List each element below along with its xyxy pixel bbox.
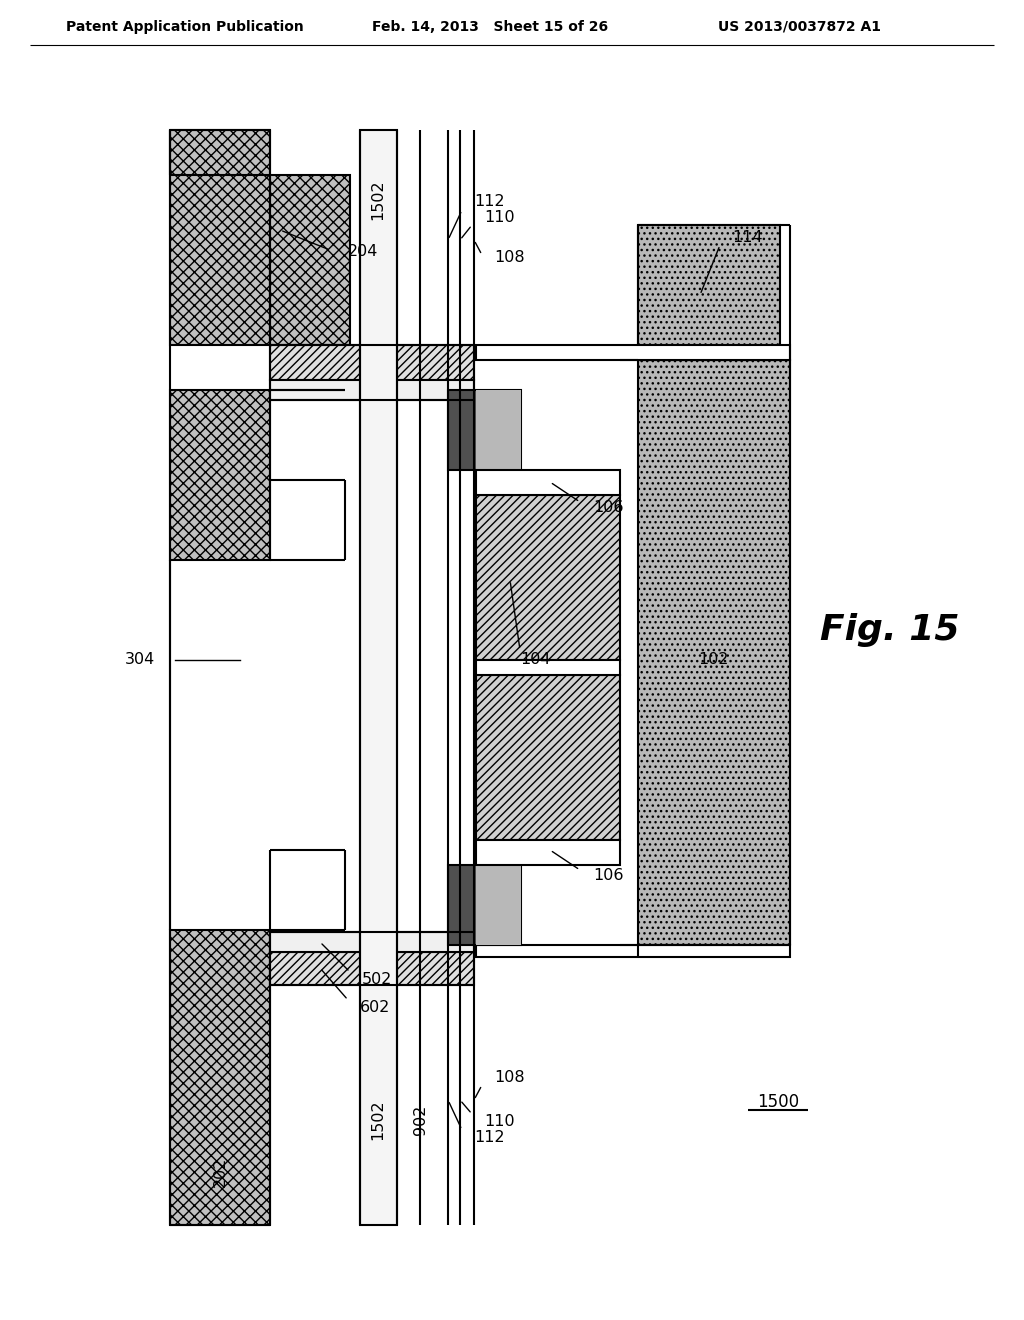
Text: 106: 106 [593,869,624,883]
Bar [270,380,474,400]
Text: 1500: 1500 [757,1093,799,1111]
Bar [476,660,620,675]
Bar [476,470,620,495]
Bar [476,495,620,660]
Bar [476,840,620,865]
Bar [449,389,521,470]
Text: 108: 108 [494,251,524,265]
Text: Patent Application Publication: Patent Application Publication [67,20,304,34]
Bar [170,129,270,345]
Text: 204: 204 [348,244,379,260]
Bar [638,360,790,945]
Text: 602: 602 [360,1001,390,1015]
Bar [270,952,474,985]
Bar [638,224,780,360]
Text: 110: 110 [484,210,515,224]
Bar [476,675,620,840]
Bar [170,389,270,560]
Bar [270,345,474,380]
Text: 202: 202 [213,1156,227,1187]
Text: 110: 110 [484,1114,515,1130]
Text: Fig. 15: Fig. 15 [820,612,959,647]
Text: 102: 102 [698,652,729,668]
Bar [476,945,790,957]
Text: 1502: 1502 [371,1100,385,1140]
Bar [476,345,790,360]
Bar [449,865,521,945]
Text: 108: 108 [494,1069,524,1085]
Text: Feb. 14, 2013   Sheet 15 of 26: Feb. 14, 2013 Sheet 15 of 26 [372,20,608,34]
Text: 112: 112 [474,1130,505,1146]
Bar [476,865,521,945]
Text: 114: 114 [732,230,763,244]
Text: 902: 902 [413,1105,427,1135]
Text: 304: 304 [125,652,155,668]
Bar [170,931,270,1225]
Text: 502: 502 [362,973,392,987]
Bar [360,129,397,1225]
Text: 106: 106 [593,500,624,516]
Text: US 2013/0037872 A1: US 2013/0037872 A1 [719,20,882,34]
Bar [476,389,521,470]
Text: 104: 104 [520,652,551,668]
Bar [270,932,474,952]
Text: 112: 112 [474,194,505,210]
Text: 1502: 1502 [371,180,385,220]
Bar [270,176,350,345]
